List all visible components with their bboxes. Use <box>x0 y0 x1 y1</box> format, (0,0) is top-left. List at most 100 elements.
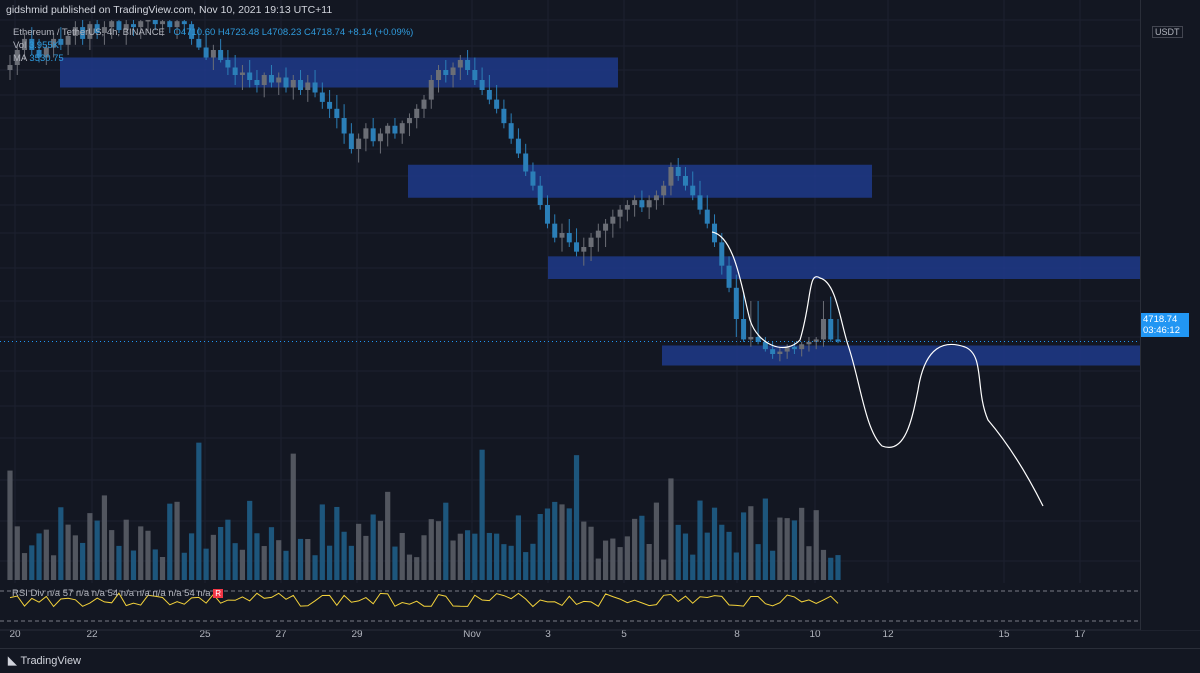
candle-body <box>392 125 398 134</box>
volume-bar <box>537 514 543 580</box>
candle-body <box>196 38 202 48</box>
volume-bar <box>203 548 209 580</box>
symbol-label: Ethereum / TetherUS, 4h, BINANCE <box>13 27 165 38</box>
volume-bar <box>225 519 231 580</box>
rsi-values: n/a 57 n/a n/a 54 n/a n/a n/a n/a 54 n/a <box>46 588 211 599</box>
volume-bar <box>181 552 187 580</box>
candle-body <box>704 209 710 224</box>
volume-bar <box>770 550 776 580</box>
volume-bar <box>573 455 580 580</box>
candle-body <box>232 67 238 75</box>
volume-bar <box>784 518 790 580</box>
volume-bar <box>276 540 282 580</box>
candle-body <box>268 75 274 83</box>
volume-bar <box>762 498 768 580</box>
volume-bar <box>239 549 246 580</box>
price-chart[interactable]: 2022252729Nov358101215174098.004142.0041… <box>0 0 1200 648</box>
volume-bar <box>690 554 696 580</box>
candle-body <box>290 80 296 88</box>
volume-bar <box>80 542 86 580</box>
volume-bar <box>595 558 601 580</box>
rsi-name: RSI Div <box>12 588 45 599</box>
candle-body <box>799 344 805 350</box>
volume-bar <box>188 533 195 580</box>
volume-bar <box>675 524 681 580</box>
candle-body <box>174 21 180 28</box>
volume-bar <box>348 545 354 580</box>
candle-body <box>501 108 507 124</box>
candle-body <box>588 237 594 247</box>
volume-bar <box>297 538 304 580</box>
volume-bar <box>443 502 449 580</box>
candle-body <box>653 195 659 201</box>
candle-body <box>537 185 543 205</box>
candle-body <box>363 128 369 139</box>
x-tick-label: 10 <box>809 629 821 640</box>
candle-body <box>646 200 652 208</box>
publish-header: gidshmid published on TradingView.com, N… <box>6 4 333 16</box>
volume-bar <box>109 530 115 580</box>
candle-body <box>494 99 500 109</box>
volume-bar <box>755 544 761 580</box>
candle-body <box>109 21 115 28</box>
candle-body <box>319 92 325 102</box>
candle-body <box>261 75 267 85</box>
candle-timer: 03:46:12 <box>1143 325 1180 336</box>
candle-body <box>465 60 471 70</box>
volume-bar <box>450 540 456 580</box>
volume-bar <box>653 502 660 580</box>
candle-body <box>421 99 427 109</box>
candle-body <box>43 47 49 58</box>
volume-bar <box>588 526 594 580</box>
rsi-line <box>9 592 839 608</box>
candle-body <box>443 70 449 75</box>
candle-body <box>203 47 209 58</box>
candle-body <box>566 233 572 243</box>
candle-body <box>14 50 20 65</box>
candle-body <box>682 176 688 186</box>
candle-body <box>298 80 304 90</box>
volume-bar <box>319 504 325 580</box>
candle-body <box>51 38 57 48</box>
volume-bar <box>101 495 108 580</box>
ma-legend: MA 3530.75 <box>13 53 64 64</box>
rsi-flag: R <box>213 589 224 598</box>
candle-body <box>123 24 129 31</box>
candle-body <box>116 21 122 31</box>
volume-bar <box>668 478 674 580</box>
candle-body <box>181 21 187 25</box>
x-tick-label: 12 <box>882 629 894 640</box>
volume-bar <box>472 533 478 580</box>
volume-bar <box>116 545 122 580</box>
x-tick-label: 25 <box>199 629 211 640</box>
volume-bar <box>479 449 485 580</box>
volume-bar <box>523 552 529 580</box>
candle-body <box>65 35 71 45</box>
candle-body <box>784 346 790 352</box>
candle-body <box>726 265 732 288</box>
candle-body <box>189 24 195 39</box>
volume-bar <box>406 554 413 580</box>
x-tick-label: 17 <box>1074 629 1086 640</box>
x-tick-label: 27 <box>275 629 287 640</box>
volume-bar <box>748 506 754 580</box>
candle-body <box>377 133 383 142</box>
candle-body <box>624 205 630 210</box>
candle-body <box>675 167 681 176</box>
volume-bar <box>254 533 260 580</box>
currency-label[interactable]: USDT <box>1152 26 1183 38</box>
candle-body <box>791 346 797 350</box>
volume-bar <box>661 559 667 580</box>
volume-bar <box>820 549 827 580</box>
x-tick-label: 8 <box>734 629 740 640</box>
candle-body <box>225 60 231 68</box>
symbol-legend: Ethereum / TetherUS, 4h, BINANCE O4710.6… <box>13 27 413 38</box>
volume-bar <box>697 500 703 580</box>
tradingview-logo[interactable]: ◣ TradingView <box>8 654 81 667</box>
volume-bar <box>581 521 587 580</box>
volume-bar <box>36 533 42 580</box>
volume-bar <box>777 517 783 580</box>
volume-bar <box>414 557 420 580</box>
candle-body <box>639 200 645 208</box>
x-tick-label: 5 <box>621 629 627 640</box>
